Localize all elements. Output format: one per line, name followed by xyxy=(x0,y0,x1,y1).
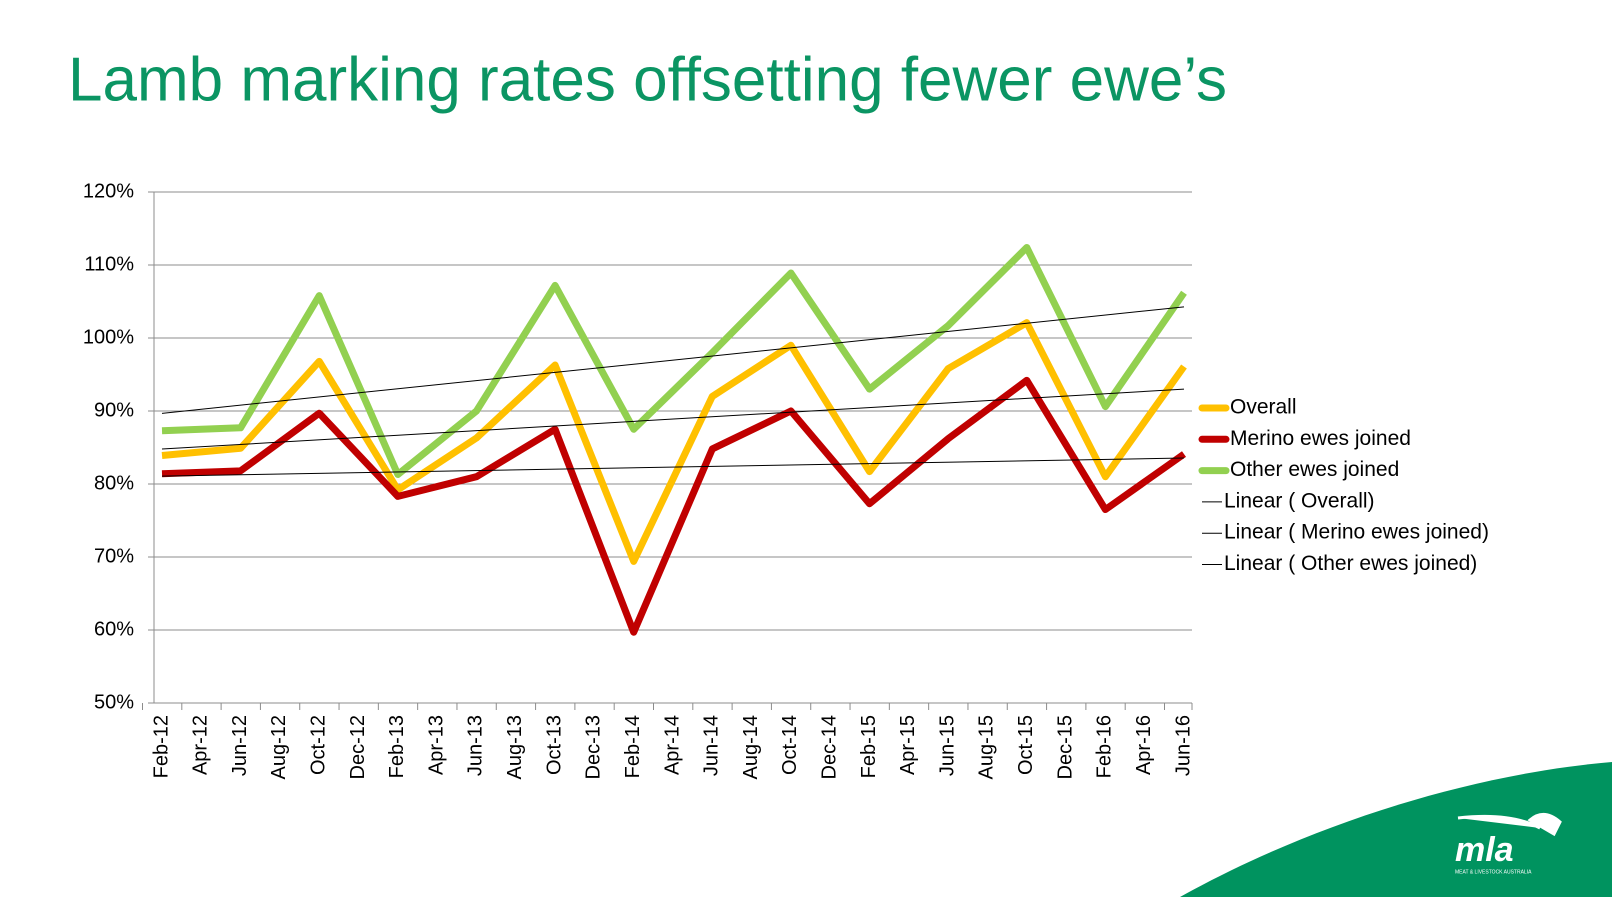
logo-tagline: MEAT & LIVESTOCK AUSTRALIA xyxy=(1455,869,1532,875)
x-tick-label: Feb-14 xyxy=(622,715,644,778)
legend-label: Linear ( Merino ewes joined) xyxy=(1224,521,1489,544)
x-tick-label: Feb-13 xyxy=(386,715,408,778)
x-tick-label: Jun-12 xyxy=(229,715,251,776)
trend-line xyxy=(161,306,1185,414)
y-tick-label: 60% xyxy=(94,618,134,640)
logo-mark xyxy=(1457,813,1562,837)
x-tick-label: Oct-13 xyxy=(543,715,565,775)
y-tick-label: 70% xyxy=(94,545,134,567)
x-tick-label: Apr-12 xyxy=(190,715,212,775)
x-tick-label: Apr-16 xyxy=(1133,715,1155,775)
x-tick-label: Dec-12 xyxy=(347,715,369,779)
series-line xyxy=(161,243,1187,479)
legend-label: Linear ( Other ewes joined) xyxy=(1224,552,1477,575)
x-tick-label: Feb-16 xyxy=(1094,715,1116,778)
x-tick-label: Jun-13 xyxy=(465,715,487,776)
logo-swoosh xyxy=(1180,762,1612,897)
x-tick-label: Apr-15 xyxy=(897,715,919,775)
series-line xyxy=(161,319,1187,565)
x-tick-label: Oct-12 xyxy=(308,715,330,775)
legend-label: Other ewes joined xyxy=(1230,458,1399,481)
x-tick-label: Dec-14 xyxy=(819,715,841,779)
x-tick-label: Oct-14 xyxy=(779,715,801,775)
x-tick-label: Dec-13 xyxy=(583,715,605,779)
logo-text: mla xyxy=(1455,831,1514,869)
y-tick-label: 80% xyxy=(94,472,134,494)
x-tick-label: Dec-15 xyxy=(1054,715,1076,779)
x-tick-label: Apr-13 xyxy=(425,715,447,775)
x-tick-label: Jun-15 xyxy=(936,715,958,776)
y-tick-label: 110% xyxy=(84,253,134,275)
legend-label: Overall xyxy=(1230,396,1297,419)
y-tick-label: 120% xyxy=(83,180,134,202)
series-line xyxy=(161,376,1187,636)
x-tick-label: Jun-14 xyxy=(701,715,723,776)
legend-label: Linear ( Overall) xyxy=(1224,489,1375,512)
y-tick-label: 50% xyxy=(94,691,134,713)
trend-line xyxy=(161,388,1185,450)
legend-label: Merino ewes joined xyxy=(1230,427,1411,450)
x-tick-label: Aug-15 xyxy=(976,715,998,780)
x-tick-label: Jun-16 xyxy=(1172,715,1194,776)
x-tick-label: Aug-13 xyxy=(504,715,526,780)
trend-line xyxy=(161,457,1185,477)
y-tick-label: 90% xyxy=(94,399,134,421)
x-tick-label: Aug-12 xyxy=(268,715,290,780)
x-tick-label: Apr-14 xyxy=(661,715,683,775)
x-tick-label: Aug-14 xyxy=(740,715,762,780)
x-tick-label: Feb-12 xyxy=(150,715,172,778)
chart-title: Lamb marking rates offsetting fewer ewe’… xyxy=(68,45,1227,114)
y-tick-label: 100% xyxy=(83,326,134,348)
x-tick-label: Oct-15 xyxy=(1015,715,1037,775)
x-tick-label: Feb-15 xyxy=(858,715,880,778)
